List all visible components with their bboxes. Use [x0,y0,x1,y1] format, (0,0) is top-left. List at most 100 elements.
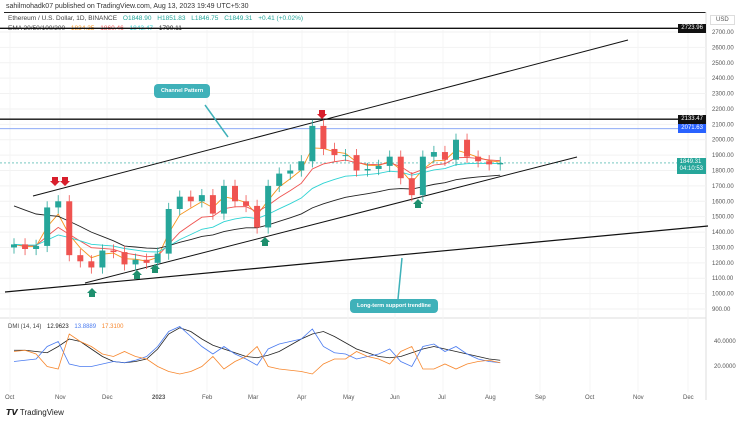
time-tick: Dec [102,395,113,401]
dmi-adx-line [14,327,501,364]
callout-pointer [204,104,229,138]
dmi-tick-20: 20.0000 [714,364,736,370]
dmi-tick-40: 40.0000 [714,339,736,345]
candle-body [320,125,327,149]
candle-body [33,245,40,249]
time-tick: Apr [297,395,306,401]
price-tick: 1700.00 [712,184,734,190]
time-tick: Mar [248,395,258,401]
brand-name: TradingView [19,408,64,417]
ohlc-close: C1849.31 [224,15,253,22]
candle-body [110,250,117,253]
sell-arrow-icon [317,110,327,119]
price-tick: 2700.00 [712,30,734,36]
candle-body [11,244,17,248]
candle-body [353,155,360,171]
candle-body [464,139,471,157]
price-tick: 1400.00 [712,230,734,236]
publisher-line: sahilmohadk07 published on TradingView.c… [6,3,249,10]
sell-arrow-icon [60,177,70,186]
dmi-minus-line [13,333,501,375]
candle-body [486,161,493,165]
candle-body [375,165,382,169]
ohlc-change: +0.41 (+0.02%) [258,15,304,22]
tv-logo-icon: 𝙏𝙑 [6,408,20,417]
time-tick: Aug [485,395,496,401]
ohlc-high: H1851.83 [157,15,186,22]
dmi-plus-line [13,326,501,368]
candle-body [441,152,448,160]
ohlc-open: O1848.90 [122,15,152,22]
candle-body [55,201,62,208]
candle-body [66,201,73,256]
price-tick: 1100.00 [712,276,734,282]
time-tick: 2023 [152,395,166,401]
symbol-legend: Ethereum / U.S. Dollar, 1D, BINANCE O184… [8,15,307,22]
price-tick: 1300.00 [712,245,734,251]
buy-arrow-icon [260,237,270,246]
support-trendline-callout: Long-term support trendline [350,299,438,313]
candle-body [44,207,51,246]
channel-upper-trendline [32,39,629,197]
price-tick: 1000.00 [712,292,734,298]
symbol-name: Ethereum / U.S. Dollar, 1D, BINANCE [8,15,118,22]
buy-arrow-icon [87,288,97,297]
candle-body [364,168,371,171]
long-term-support-trendline [4,225,709,293]
candle-body [254,205,261,228]
buy-arrow-icon [413,199,423,208]
candle-body [276,173,283,186]
price-tick: 2100.00 [712,122,734,128]
candle-body [497,162,504,165]
channel-pattern-callout: Channel Pattern [154,84,211,98]
tradingview-logo[interactable]: 𝙏𝙑 TradingView [6,408,64,417]
candle-body [88,261,95,268]
time-tick: Nov [55,395,66,401]
time-tick: Dec [683,395,694,401]
time-tick: Jun [390,395,400,401]
price-tick: 2000.00 [712,138,734,144]
level-tag-2071: 2071.63 [678,124,706,134]
dmi-legend[interactable]: DMI (14, 14) 12.9623 13.8889 17.3100 [8,324,127,330]
candle-body [397,156,404,179]
price-tick: 2200.00 [712,107,734,113]
candle-body [198,195,205,202]
candle-body [342,155,349,157]
candle-body [232,185,238,202]
time-tick: May [343,395,354,401]
candle-body [176,196,183,209]
candle-body [187,196,194,202]
candle-body [165,208,172,254]
currency-button[interactable]: USD [710,15,735,25]
time-tick: Jul [438,395,446,401]
level-tag-2723: 2723.96 [678,23,706,33]
price-tick: 2600.00 [712,45,734,51]
candle-body [243,201,250,206]
candle-body [408,178,415,196]
candle-body [121,252,128,265]
buy-arrow-icon [132,270,142,279]
price-tick: 1600.00 [712,199,734,205]
candle-body [453,139,459,160]
ohlc-low: L1846.75 [191,15,219,22]
time-tick: Nov [633,395,644,401]
candle-body [287,170,294,174]
candle-body [220,185,227,214]
candle-body [143,259,150,263]
price-tick: 2400.00 [712,76,734,82]
time-tick: Oct [585,395,595,401]
candle-body [77,255,84,262]
price-tick: 1800.00 [712,169,734,175]
dmi-label: DMI (14, 14) [8,324,42,330]
price-tick: 900.00 [712,307,731,313]
candle-body [386,156,393,166]
price-tick: 2300.00 [712,92,734,98]
level-tag-2133: 2133.47 [678,114,706,124]
price-tick: 1500.00 [712,215,734,221]
chart-frame [4,12,706,401]
channel-lower-trendline [84,156,578,284]
time-tick: Oct [5,395,15,401]
candle-body [331,148,338,156]
candle-body [209,195,216,214]
